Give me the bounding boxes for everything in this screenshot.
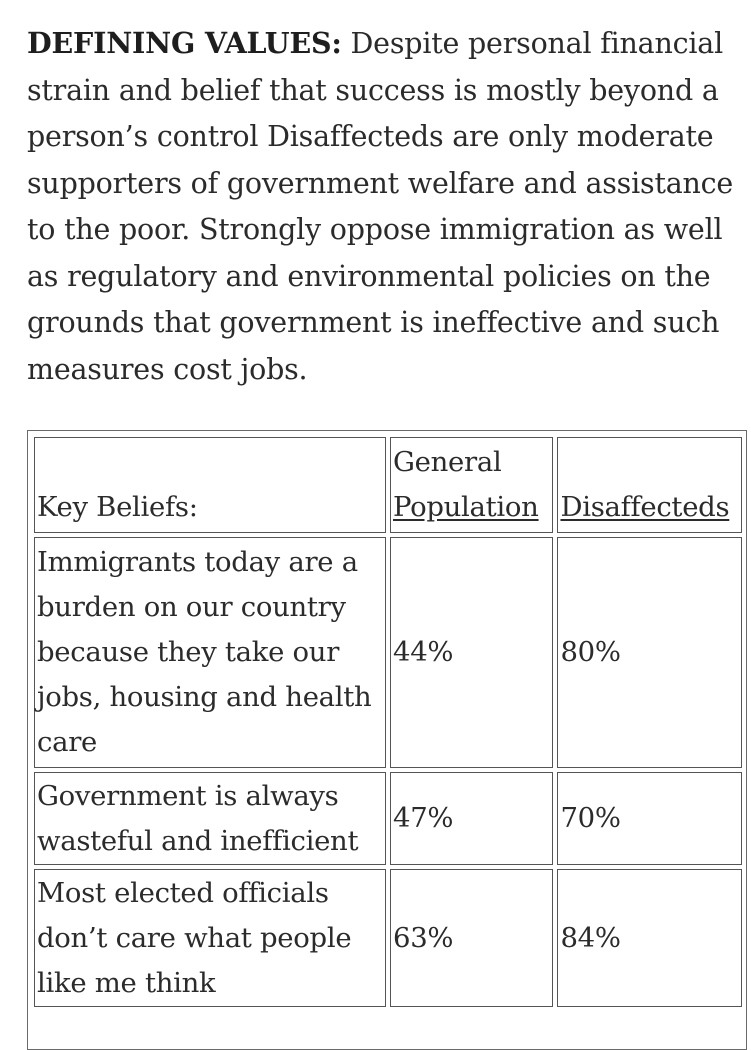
table-row: Government is always wasteful and ineffi… — [34, 772, 742, 865]
table-row: Most elected officials don’t care what p… — [34, 869, 742, 1007]
general-value-cell: 44% — [390, 537, 554, 768]
belief-cell: Immigrants today are a burden on our cou… — [34, 537, 386, 768]
general-value-cell: 47% — [390, 772, 554, 865]
beliefs-table: Key Beliefs: General Population Disaffect… — [27, 430, 747, 1050]
header-general-line2: Population — [393, 491, 539, 523]
header-disaffecteds: Disaffecteds — [557, 437, 742, 533]
general-value-cell: 63% — [390, 869, 554, 1007]
header-general-population: General Population — [390, 437, 554, 533]
disaffecteds-value-cell: 84% — [557, 869, 742, 1007]
table-row: Immigrants today are a burden on our cou… — [34, 537, 742, 768]
belief-cell: Government is always wasteful and ineffi… — [34, 772, 386, 865]
header-general-line1: General — [393, 446, 502, 478]
disaffecteds-value-cell: 70% — [557, 772, 742, 865]
header-disaffecteds-label: Disaffecteds — [560, 491, 730, 523]
table-header-row: Key Beliefs: General Population Disaffect… — [34, 437, 742, 533]
header-key-beliefs: Key Beliefs: — [34, 437, 386, 533]
intro-paragraph: DEFINING VALUES: Despite personal financ… — [27, 20, 742, 393]
belief-cell: Most elected officials don’t care what p… — [34, 869, 386, 1007]
disaffecteds-value-cell: 80% — [557, 537, 742, 768]
intro-body: Despite personal financial strain and be… — [27, 27, 734, 386]
intro-lead: DEFINING VALUES: — [27, 26, 342, 60]
